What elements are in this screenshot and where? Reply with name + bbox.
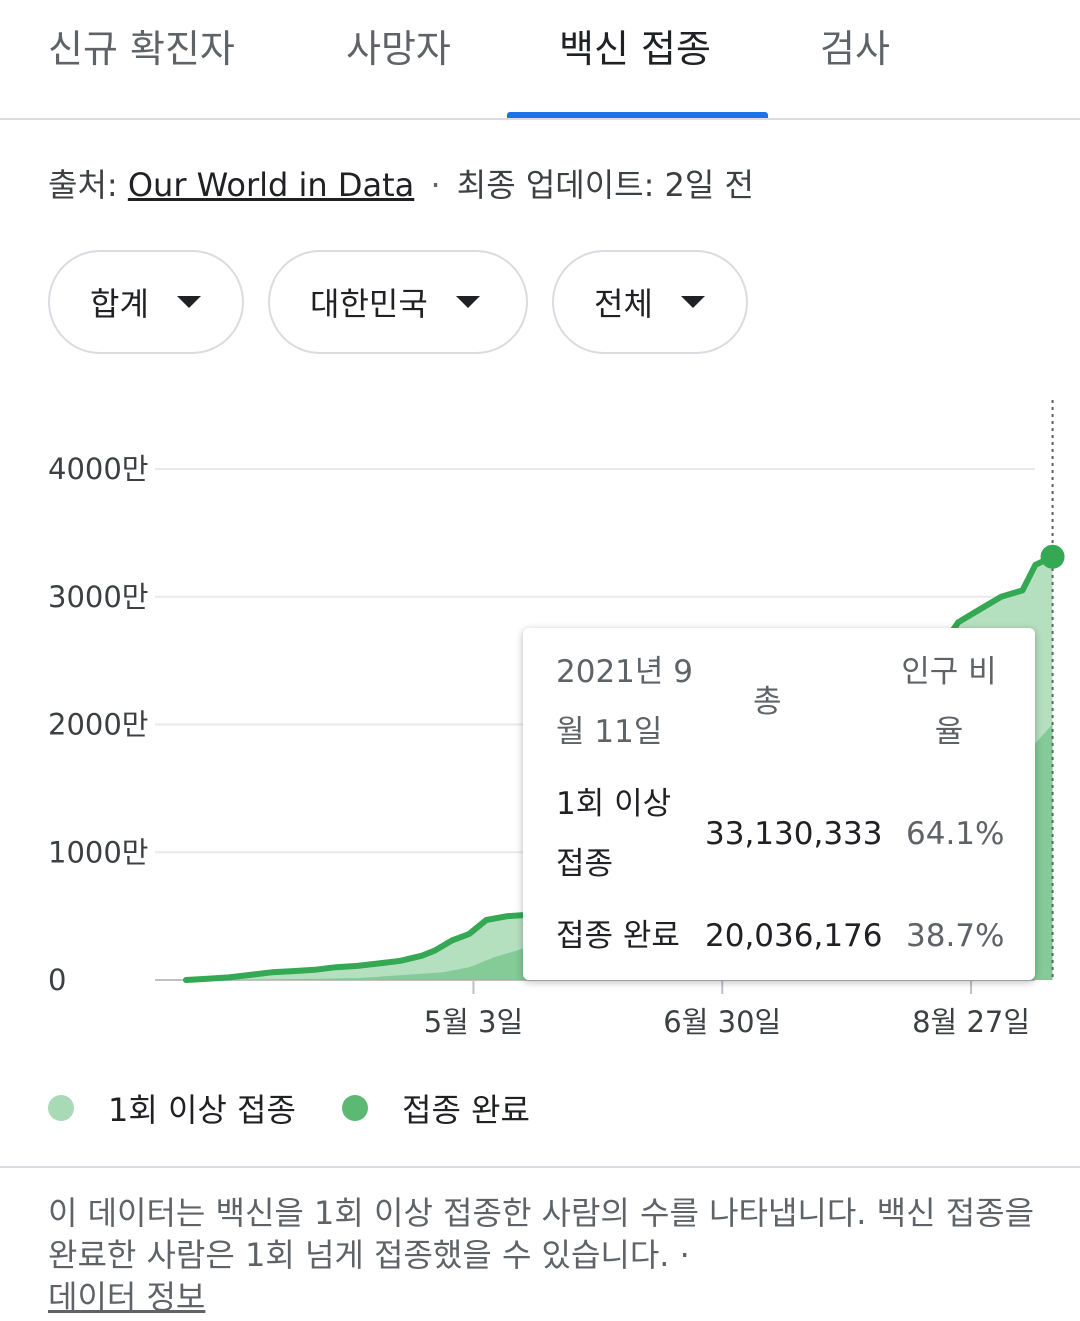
tooltip-header-total: 총 bbox=[753, 684, 782, 720]
filter-chip-label: 합계 bbox=[90, 285, 149, 323]
y-tick-label: 3000만 bbox=[48, 580, 148, 614]
legend-dot-icon bbox=[48, 1095, 74, 1121]
tooltip-row-total: 20,036,176 bbox=[705, 918, 883, 954]
y-axis: 4000만 3000만 2000만 1000만 0 bbox=[48, 452, 148, 997]
footnote-text: 이 데이터는 백신을 1회 이상 접종한 사람의 수를 나타냅니다. 백신 접종… bbox=[48, 1194, 1035, 1274]
tooltip-date: 2021년 9월 11일 bbox=[556, 654, 693, 750]
tooltip-row-total: 33,130,333 bbox=[705, 816, 883, 852]
filter-chip-label: 대한민국 bbox=[310, 285, 428, 323]
legend-dot-icon bbox=[342, 1095, 368, 1121]
dropdown-arrow-icon bbox=[176, 296, 201, 308]
x-tick-label: 8월 27일 bbox=[912, 1005, 1030, 1039]
tooltip-header-percent: 인구 비율 bbox=[901, 654, 997, 750]
tooltip-row-label: 1회 이상 접종 bbox=[556, 786, 672, 882]
y-tick-label: 2000만 bbox=[48, 708, 148, 742]
filter-chip-label: 전체 bbox=[594, 285, 653, 323]
filter-chip-population[interactable]: 전체 bbox=[552, 250, 748, 354]
x-tick-label: 6월 30일 bbox=[663, 1005, 781, 1039]
legend-label: 1회 이상 접종 bbox=[108, 1091, 296, 1129]
tab-vaccinations[interactable]: 백신 접종 bbox=[559, 27, 711, 71]
source-line: 출처: Our World in Data · 최종 업데이트: 2일 전 bbox=[48, 160, 754, 206]
dropdown-arrow-icon bbox=[455, 296, 480, 308]
legend-label: 접종 완료 bbox=[402, 1091, 530, 1129]
source-link[interactable]: Our World in Data bbox=[127, 166, 415, 204]
tab-bar: 신규 확진자 사망자 백신 접종 검사 bbox=[0, 0, 1080, 120]
hover-point bbox=[1040, 544, 1065, 569]
last-updated: 최종 업데이트: 2일 전 bbox=[456, 166, 754, 204]
filter-chip-total[interactable]: 합계 bbox=[48, 250, 244, 354]
data-info-link[interactable]: 데이터 정보 bbox=[48, 1278, 206, 1316]
active-tab-indicator bbox=[507, 112, 768, 118]
filter-chip-country[interactable]: 대한민국 bbox=[268, 250, 528, 354]
source-separator: · bbox=[430, 166, 441, 204]
dropdown-arrow-icon bbox=[680, 296, 705, 308]
chart-tooltip: 2021년 9월 11일 총 인구 비율 1회 이상 접종 33,130,333… bbox=[523, 628, 1035, 980]
tab-tests[interactable]: 검사 bbox=[820, 27, 890, 71]
y-tick-label: 1000만 bbox=[48, 835, 148, 869]
y-tick-label: 4000만 bbox=[48, 452, 148, 486]
chart-legend: 1회 이상 접종 접종 완료 bbox=[0, 1085, 1080, 1135]
divider bbox=[0, 1166, 1080, 1168]
tooltip-row-percent: 64.1% bbox=[906, 816, 1005, 852]
source-prefix: 출처: bbox=[48, 166, 128, 204]
legend-item-fully-vaccinated[interactable]: 접종 완료 bbox=[342, 1085, 530, 1131]
tooltip-row-percent: 38.7% bbox=[906, 918, 1005, 954]
y-tick-label: 0 bbox=[48, 963, 66, 997]
x-tick-label: 5월 3일 bbox=[424, 1005, 523, 1039]
tab-new-cases[interactable]: 신규 확진자 bbox=[48, 27, 235, 71]
x-axis: 5월 3일 6월 30일 8월 27일 bbox=[424, 980, 1030, 1039]
tab-deaths[interactable]: 사망자 bbox=[346, 27, 451, 71]
legend-item-one-dose[interactable]: 1회 이상 접종 bbox=[48, 1085, 296, 1131]
tooltip-row-label: 접종 완료 bbox=[556, 918, 680, 954]
footnote: 이 데이터는 백신을 1회 이상 접종한 사람의 수를 나타냅니다. 백신 접종… bbox=[48, 1192, 1038, 1318]
